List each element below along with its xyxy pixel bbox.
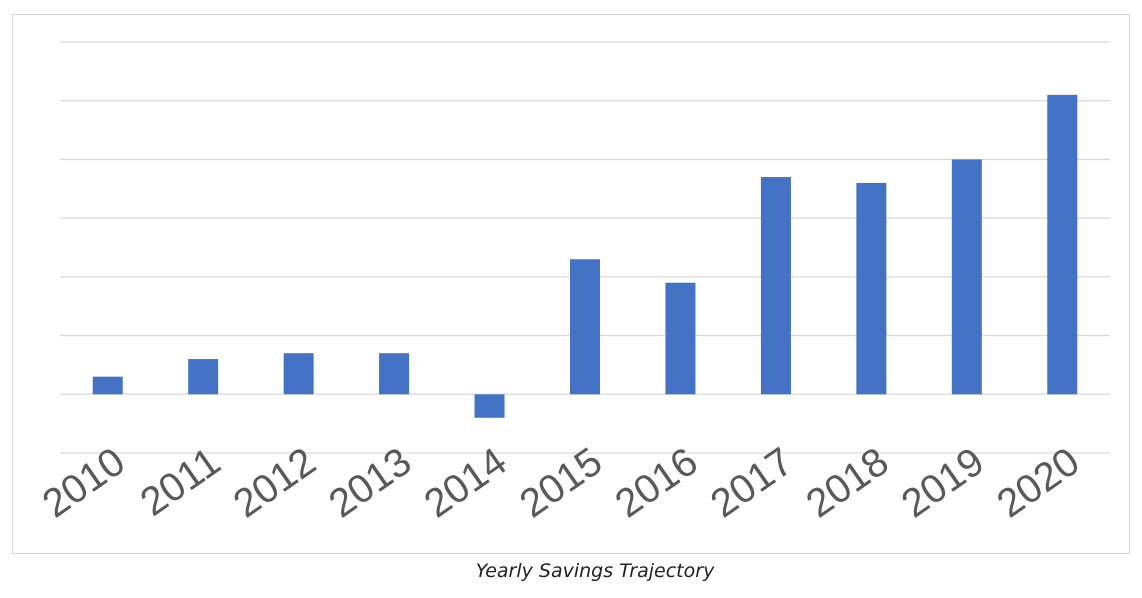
figure-caption: Yearly Savings Trajectory	[475, 560, 715, 582]
bar-2010	[92, 376, 123, 395]
bar-2020	[1047, 94, 1078, 395]
bar-2014	[474, 394, 505, 418]
body-text-fragment	[10, 587, 1140, 598]
bar-2015	[570, 259, 600, 395]
x-tick-label-2011: 2011	[133, 439, 229, 524]
bar-2012	[283, 353, 314, 395]
bar-2016	[665, 282, 696, 395]
bar-2019	[951, 159, 982, 395]
bar-2013	[379, 353, 410, 395]
bar-2018	[856, 182, 887, 395]
gridlines	[60, 41, 1110, 454]
bars	[92, 94, 1078, 418]
bar-2017	[760, 177, 791, 395]
bar-2011	[188, 359, 219, 395]
